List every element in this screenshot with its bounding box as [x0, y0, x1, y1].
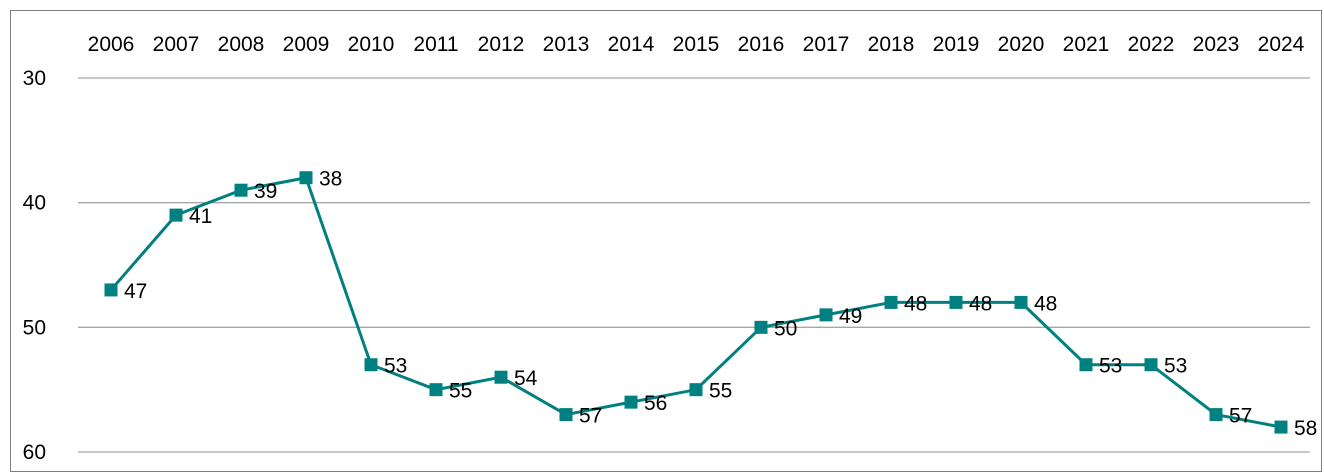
- x-tick-label: 2023: [1193, 33, 1240, 56]
- y-tick-label: 50: [23, 316, 46, 339]
- data-label: 41: [189, 205, 212, 228]
- data-marker: [1014, 295, 1028, 309]
- data-marker: [1079, 358, 1093, 372]
- x-tick-label: 2015: [673, 33, 720, 56]
- data-marker: [104, 283, 118, 297]
- data-marker: [689, 383, 703, 397]
- data-marker: [299, 171, 313, 185]
- data-label: 47: [124, 280, 147, 303]
- data-label: 58: [1294, 417, 1317, 440]
- data-label: 57: [579, 405, 602, 428]
- x-tick-label: 2010: [348, 33, 395, 56]
- data-marker: [884, 295, 898, 309]
- data-label: 53: [384, 355, 407, 378]
- data-marker: [429, 383, 443, 397]
- x-tick-label: 2014: [608, 33, 655, 56]
- data-label: 54: [514, 367, 538, 390]
- x-tick-label: 2016: [738, 33, 785, 56]
- data-marker: [1209, 408, 1223, 422]
- data-label: 57: [1229, 405, 1252, 428]
- data-label: 48: [969, 292, 992, 315]
- x-tick-label: 2008: [218, 33, 265, 56]
- data-marker: [754, 320, 768, 334]
- y-tick-label: 60: [23, 441, 46, 464]
- data-marker: [1274, 420, 1288, 434]
- x-tick-label: 2012: [478, 33, 525, 56]
- x-tick-label: 2019: [933, 33, 980, 56]
- x-tick-label: 2021: [1063, 33, 1110, 56]
- y-tick-label: 40: [23, 192, 46, 215]
- data-label: 50: [774, 317, 797, 340]
- data-marker: [624, 395, 638, 409]
- data-label: 38: [319, 168, 342, 191]
- data-label: 53: [1099, 355, 1122, 378]
- data-marker: [494, 370, 508, 384]
- data-marker: [364, 358, 378, 372]
- y-tick-label: 30: [23, 67, 46, 90]
- data-label: 48: [904, 292, 927, 315]
- data-marker: [234, 183, 248, 197]
- data-marker: [1144, 358, 1158, 372]
- data-label: 49: [839, 305, 862, 328]
- x-tick-label: 2018: [868, 33, 915, 56]
- data-label: 48: [1034, 292, 1057, 315]
- data-label: 53: [1164, 355, 1187, 378]
- data-label: 55: [709, 380, 732, 403]
- data-marker: [559, 408, 573, 422]
- data-marker: [949, 295, 963, 309]
- x-tick-label: 2007: [153, 33, 200, 56]
- x-tick-label: 2006: [88, 33, 135, 56]
- data-label: 55: [449, 380, 472, 403]
- x-tick-label: 2017: [803, 33, 850, 56]
- x-tick-label: 2024: [1258, 33, 1305, 56]
- data-label: 39: [254, 180, 277, 203]
- x-tick-label: 2020: [998, 33, 1045, 56]
- data-marker: [819, 308, 833, 322]
- data-label: 56: [644, 392, 667, 415]
- x-tick-label: 2022: [1128, 33, 1175, 56]
- x-tick-label: 2011: [413, 33, 458, 56]
- x-tick-label: 2009: [283, 33, 330, 56]
- x-tick-label: 2013: [543, 33, 590, 56]
- data-marker: [169, 208, 183, 222]
